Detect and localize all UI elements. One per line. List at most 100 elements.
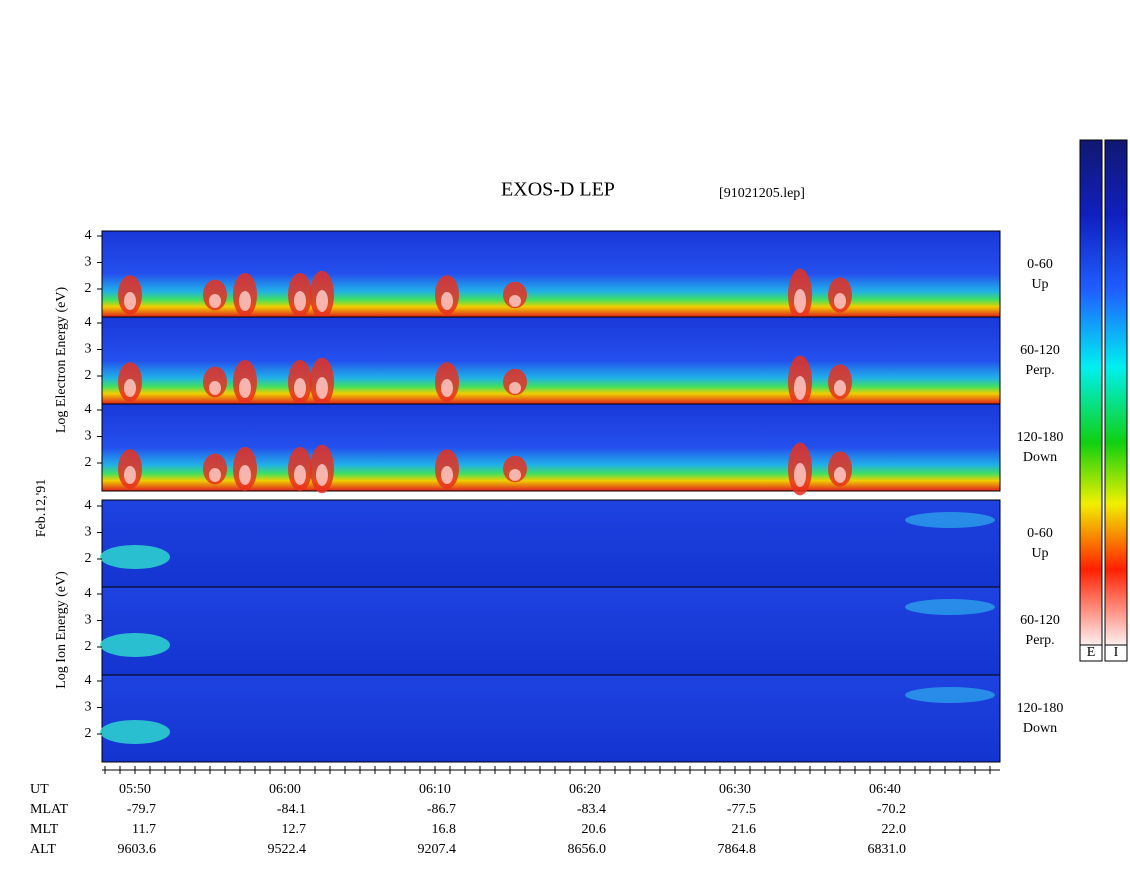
flux-core — [239, 465, 251, 485]
row-value: -79.7 — [127, 802, 156, 817]
flux-core — [794, 463, 806, 487]
axis-label: Log Electron Energy (eV) — [54, 287, 69, 434]
angle-label: 60-120 — [1020, 343, 1060, 358]
flux-core — [509, 469, 521, 481]
flux-core — [239, 378, 251, 398]
row-value: -70.2 — [877, 802, 906, 817]
direction-label: Perp. — [1025, 633, 1054, 648]
flux-blob — [905, 599, 995, 615]
flux-core — [834, 467, 846, 483]
axis-label: Log Ion Energy (eV) — [54, 571, 69, 689]
row-value: 16.8 — [432, 822, 457, 837]
angle-label: 120-180 — [1017, 701, 1064, 716]
spectrogram-panel — [101, 586, 1001, 676]
direction-label: Up — [1031, 277, 1048, 292]
row-value: -83.4 — [577, 802, 606, 817]
time-label: 06:30 — [719, 782, 751, 797]
flux-core — [316, 290, 328, 312]
row-value: 9603.6 — [118, 842, 157, 857]
row-value: -77.5 — [727, 802, 756, 817]
row-value: 9522.4 — [268, 842, 307, 857]
row-name: MLAT — [30, 802, 69, 817]
flux-blob — [905, 512, 995, 528]
colorbar-label-box — [1104, 644, 1128, 662]
flux-core — [294, 378, 306, 398]
angle-label: 60-120 — [1020, 613, 1060, 628]
row-value: 6831.0 — [868, 842, 907, 857]
flux-core — [209, 381, 221, 395]
row-value: 11.7 — [132, 822, 156, 837]
row-value: 9207.4 — [418, 842, 457, 857]
row-value: -86.7 — [427, 802, 456, 817]
flux-core — [316, 377, 328, 399]
row-value: 8656.0 — [568, 842, 607, 857]
y-tick-label: 4 — [85, 402, 92, 417]
spectrogram-panel — [101, 674, 1001, 763]
flux-core — [124, 466, 136, 484]
flux-core — [441, 379, 453, 397]
date-label: Feb.12,'91 — [34, 479, 49, 538]
angle-label: 0-60 — [1027, 257, 1053, 272]
y-tick-label: 3 — [85, 700, 92, 715]
y-tick-label: 4 — [85, 498, 92, 513]
row-value: 22.0 — [882, 822, 907, 837]
flux-core — [441, 292, 453, 310]
flux-core — [124, 379, 136, 397]
y-tick-label: 3 — [85, 613, 92, 628]
y-tick-label: 2 — [85, 455, 92, 470]
y-tick-label: 3 — [85, 429, 92, 444]
flux-core — [509, 382, 521, 394]
flux-core — [794, 289, 806, 313]
flux-blob — [100, 633, 170, 657]
angle-label: 120-180 — [1017, 430, 1064, 445]
flux-core — [441, 466, 453, 484]
flux-core — [294, 291, 306, 311]
title: EXOS-D LEP — [501, 179, 615, 201]
y-tick-label: 4 — [85, 586, 92, 601]
y-tick-label: 2 — [85, 726, 92, 741]
flux-core — [834, 380, 846, 396]
direction-label: Down — [1023, 450, 1057, 465]
flux-core — [509, 295, 521, 307]
y-tick-label: 3 — [85, 525, 92, 540]
y-tick-label: 2 — [85, 281, 92, 296]
flux-core — [124, 292, 136, 310]
y-tick-label: 4 — [85, 228, 92, 243]
flux-core — [209, 294, 221, 308]
colorbar-label: I — [1114, 645, 1119, 660]
y-tick-label: 3 — [85, 255, 92, 270]
y-tick-label: 2 — [85, 551, 92, 566]
y-tick-label: 3 — [85, 342, 92, 357]
flux-core — [794, 376, 806, 400]
y-tick-label: 4 — [85, 315, 92, 330]
row-value: 21.6 — [732, 822, 757, 837]
y-tick-label: 2 — [85, 368, 92, 383]
spectrogram-panel — [101, 499, 1001, 588]
direction-label: Down — [1023, 721, 1057, 736]
y-tick-label: 4 — [85, 673, 92, 688]
time-label: 06:10 — [419, 782, 451, 797]
flux-core — [209, 468, 221, 482]
colorbar-label: E — [1087, 645, 1096, 660]
time-label: 06:20 — [569, 782, 601, 797]
angle-label: 0-60 — [1027, 526, 1053, 541]
row-name: UT — [30, 782, 49, 797]
direction-label: Perp. — [1025, 363, 1054, 378]
row-value: 7864.8 — [718, 842, 757, 857]
row-value: -84.1 — [277, 802, 306, 817]
row-name: ALT — [30, 842, 56, 857]
time-label: 06:00 — [269, 782, 301, 797]
time-label: 06:40 — [869, 782, 901, 797]
direction-label: Up — [1031, 546, 1048, 561]
flux-blob — [905, 687, 995, 703]
flux-blob — [100, 545, 170, 569]
y-tick-label: 2 — [85, 639, 92, 654]
flux-core — [316, 464, 328, 486]
row-name: MLT — [30, 822, 59, 837]
colorbar-label-box — [1079, 644, 1103, 662]
row-value: 12.7 — [282, 822, 307, 837]
time-label: 05:50 — [119, 782, 151, 797]
flux-blob — [100, 720, 170, 744]
